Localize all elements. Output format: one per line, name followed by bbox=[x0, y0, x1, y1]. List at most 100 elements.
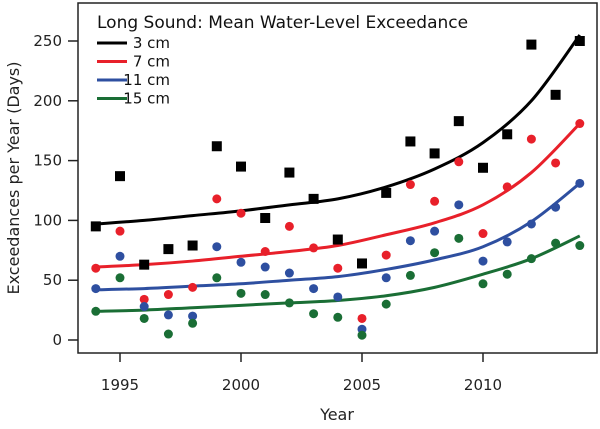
data-point-circle bbox=[236, 208, 246, 218]
data-point-circle bbox=[236, 257, 246, 267]
legend-label: 11 cm bbox=[123, 71, 170, 89]
x-tick-label: 2000 bbox=[222, 376, 260, 394]
data-point-circle bbox=[381, 299, 391, 309]
data-point-circle bbox=[575, 178, 585, 188]
y-tick-label: 150 bbox=[33, 152, 62, 170]
data-point-circle bbox=[333, 292, 343, 302]
data-point-circle bbox=[333, 312, 343, 322]
y-tick-label: 200 bbox=[33, 92, 62, 110]
data-point-circle bbox=[284, 268, 294, 278]
chart-title: Long Sound: Mean Water-Level Exceedance bbox=[97, 13, 468, 33]
data-point-square bbox=[453, 116, 464, 127]
data-point-circle bbox=[188, 282, 198, 292]
data-point-square bbox=[502, 129, 513, 140]
data-point-circle bbox=[430, 226, 440, 236]
trend-curve-2 bbox=[95, 182, 581, 292]
data-point-circle bbox=[309, 309, 319, 319]
data-point-square bbox=[478, 162, 488, 173]
data-point-circle bbox=[333, 263, 343, 273]
y-tick-label: 250 bbox=[33, 32, 62, 50]
data-point-circle bbox=[357, 313, 367, 323]
data-point-circle bbox=[551, 158, 561, 168]
data-point-circle bbox=[575, 119, 585, 129]
data-point-circle bbox=[212, 242, 222, 252]
data-point-square bbox=[284, 167, 295, 178]
data-point-square bbox=[139, 259, 150, 270]
data-point-square bbox=[236, 161, 246, 172]
data-point-circle bbox=[454, 233, 464, 243]
x-tick-label: 2010 bbox=[464, 376, 502, 394]
data-point-circle bbox=[115, 273, 125, 283]
data-point-circle bbox=[381, 250, 391, 260]
data-point-circle bbox=[454, 157, 464, 167]
data-point-circle bbox=[405, 180, 415, 190]
data-point-circle bbox=[188, 318, 198, 328]
data-point-circle bbox=[260, 246, 270, 256]
data-point-circle bbox=[260, 262, 270, 272]
data-point-circle bbox=[212, 194, 222, 204]
data-point-circle bbox=[478, 229, 488, 239]
data-point-circle bbox=[430, 196, 440, 206]
data-point-circle bbox=[284, 298, 294, 308]
data-point-square bbox=[115, 171, 125, 182]
data-point-circle bbox=[91, 284, 101, 294]
data-point-circle bbox=[551, 238, 561, 248]
data-point-square bbox=[211, 141, 222, 152]
data-point-square bbox=[405, 136, 416, 147]
y-tick-label: 50 bbox=[43, 271, 62, 289]
data-point-circle bbox=[430, 248, 440, 258]
data-point-circle bbox=[212, 273, 222, 283]
data-point-circle bbox=[502, 237, 512, 247]
data-point-circle bbox=[139, 294, 149, 304]
data-point-circle bbox=[381, 273, 391, 283]
data-point-square bbox=[332, 234, 343, 245]
data-point-square bbox=[526, 39, 537, 50]
data-point-circle bbox=[526, 254, 536, 264]
data-point-circle bbox=[405, 236, 415, 246]
x-tick-label: 1995 bbox=[101, 376, 139, 394]
data-point-circle bbox=[91, 306, 101, 316]
data-point-circle bbox=[91, 263, 101, 273]
legend-label: 7 cm bbox=[133, 53, 170, 71]
data-point-circle bbox=[163, 329, 173, 339]
y-axis-label: Exceedances per Year (Days) bbox=[4, 62, 23, 295]
data-point-circle bbox=[478, 279, 488, 289]
x-axis-label: Year bbox=[319, 405, 354, 424]
data-point-square bbox=[308, 193, 319, 204]
y-tick-label: 0 bbox=[52, 331, 62, 349]
data-point-circle bbox=[260, 290, 270, 300]
data-point-circle bbox=[139, 302, 149, 312]
data-point-square bbox=[574, 36, 585, 46]
data-point-circle bbox=[163, 290, 173, 300]
legend-label: 15 cm bbox=[123, 90, 170, 108]
data-point-square bbox=[550, 89, 561, 100]
data-point-circle bbox=[502, 269, 512, 279]
data-point-circle bbox=[551, 202, 561, 212]
data-point-square bbox=[187, 240, 198, 251]
data-point-circle bbox=[284, 221, 294, 231]
data-point-circle bbox=[188, 311, 198, 321]
data-point-circle bbox=[526, 134, 536, 144]
data-point-circle bbox=[309, 243, 319, 253]
data-point-circle bbox=[139, 313, 149, 323]
plot-frame bbox=[77, 2, 598, 354]
data-point-circle bbox=[309, 284, 319, 294]
data-point-square bbox=[429, 148, 440, 159]
data-point-circle bbox=[478, 256, 488, 266]
data-point-circle bbox=[357, 330, 367, 340]
trend-curve-0 bbox=[95, 34, 582, 226]
data-point-circle bbox=[502, 182, 512, 192]
trend-curve-1 bbox=[95, 122, 581, 269]
data-point-square bbox=[90, 221, 101, 232]
data-point-square bbox=[163, 244, 174, 255]
data-point-circle bbox=[454, 200, 464, 210]
data-point-circle bbox=[115, 226, 125, 236]
data-point-circle bbox=[163, 310, 173, 320]
data-point-circle bbox=[575, 241, 585, 251]
data-point-circle bbox=[236, 288, 246, 298]
legend-label: 3 cm bbox=[133, 34, 170, 52]
data-point-circle bbox=[115, 251, 125, 261]
data-point-circle bbox=[526, 219, 536, 229]
data-point-square bbox=[381, 187, 392, 198]
